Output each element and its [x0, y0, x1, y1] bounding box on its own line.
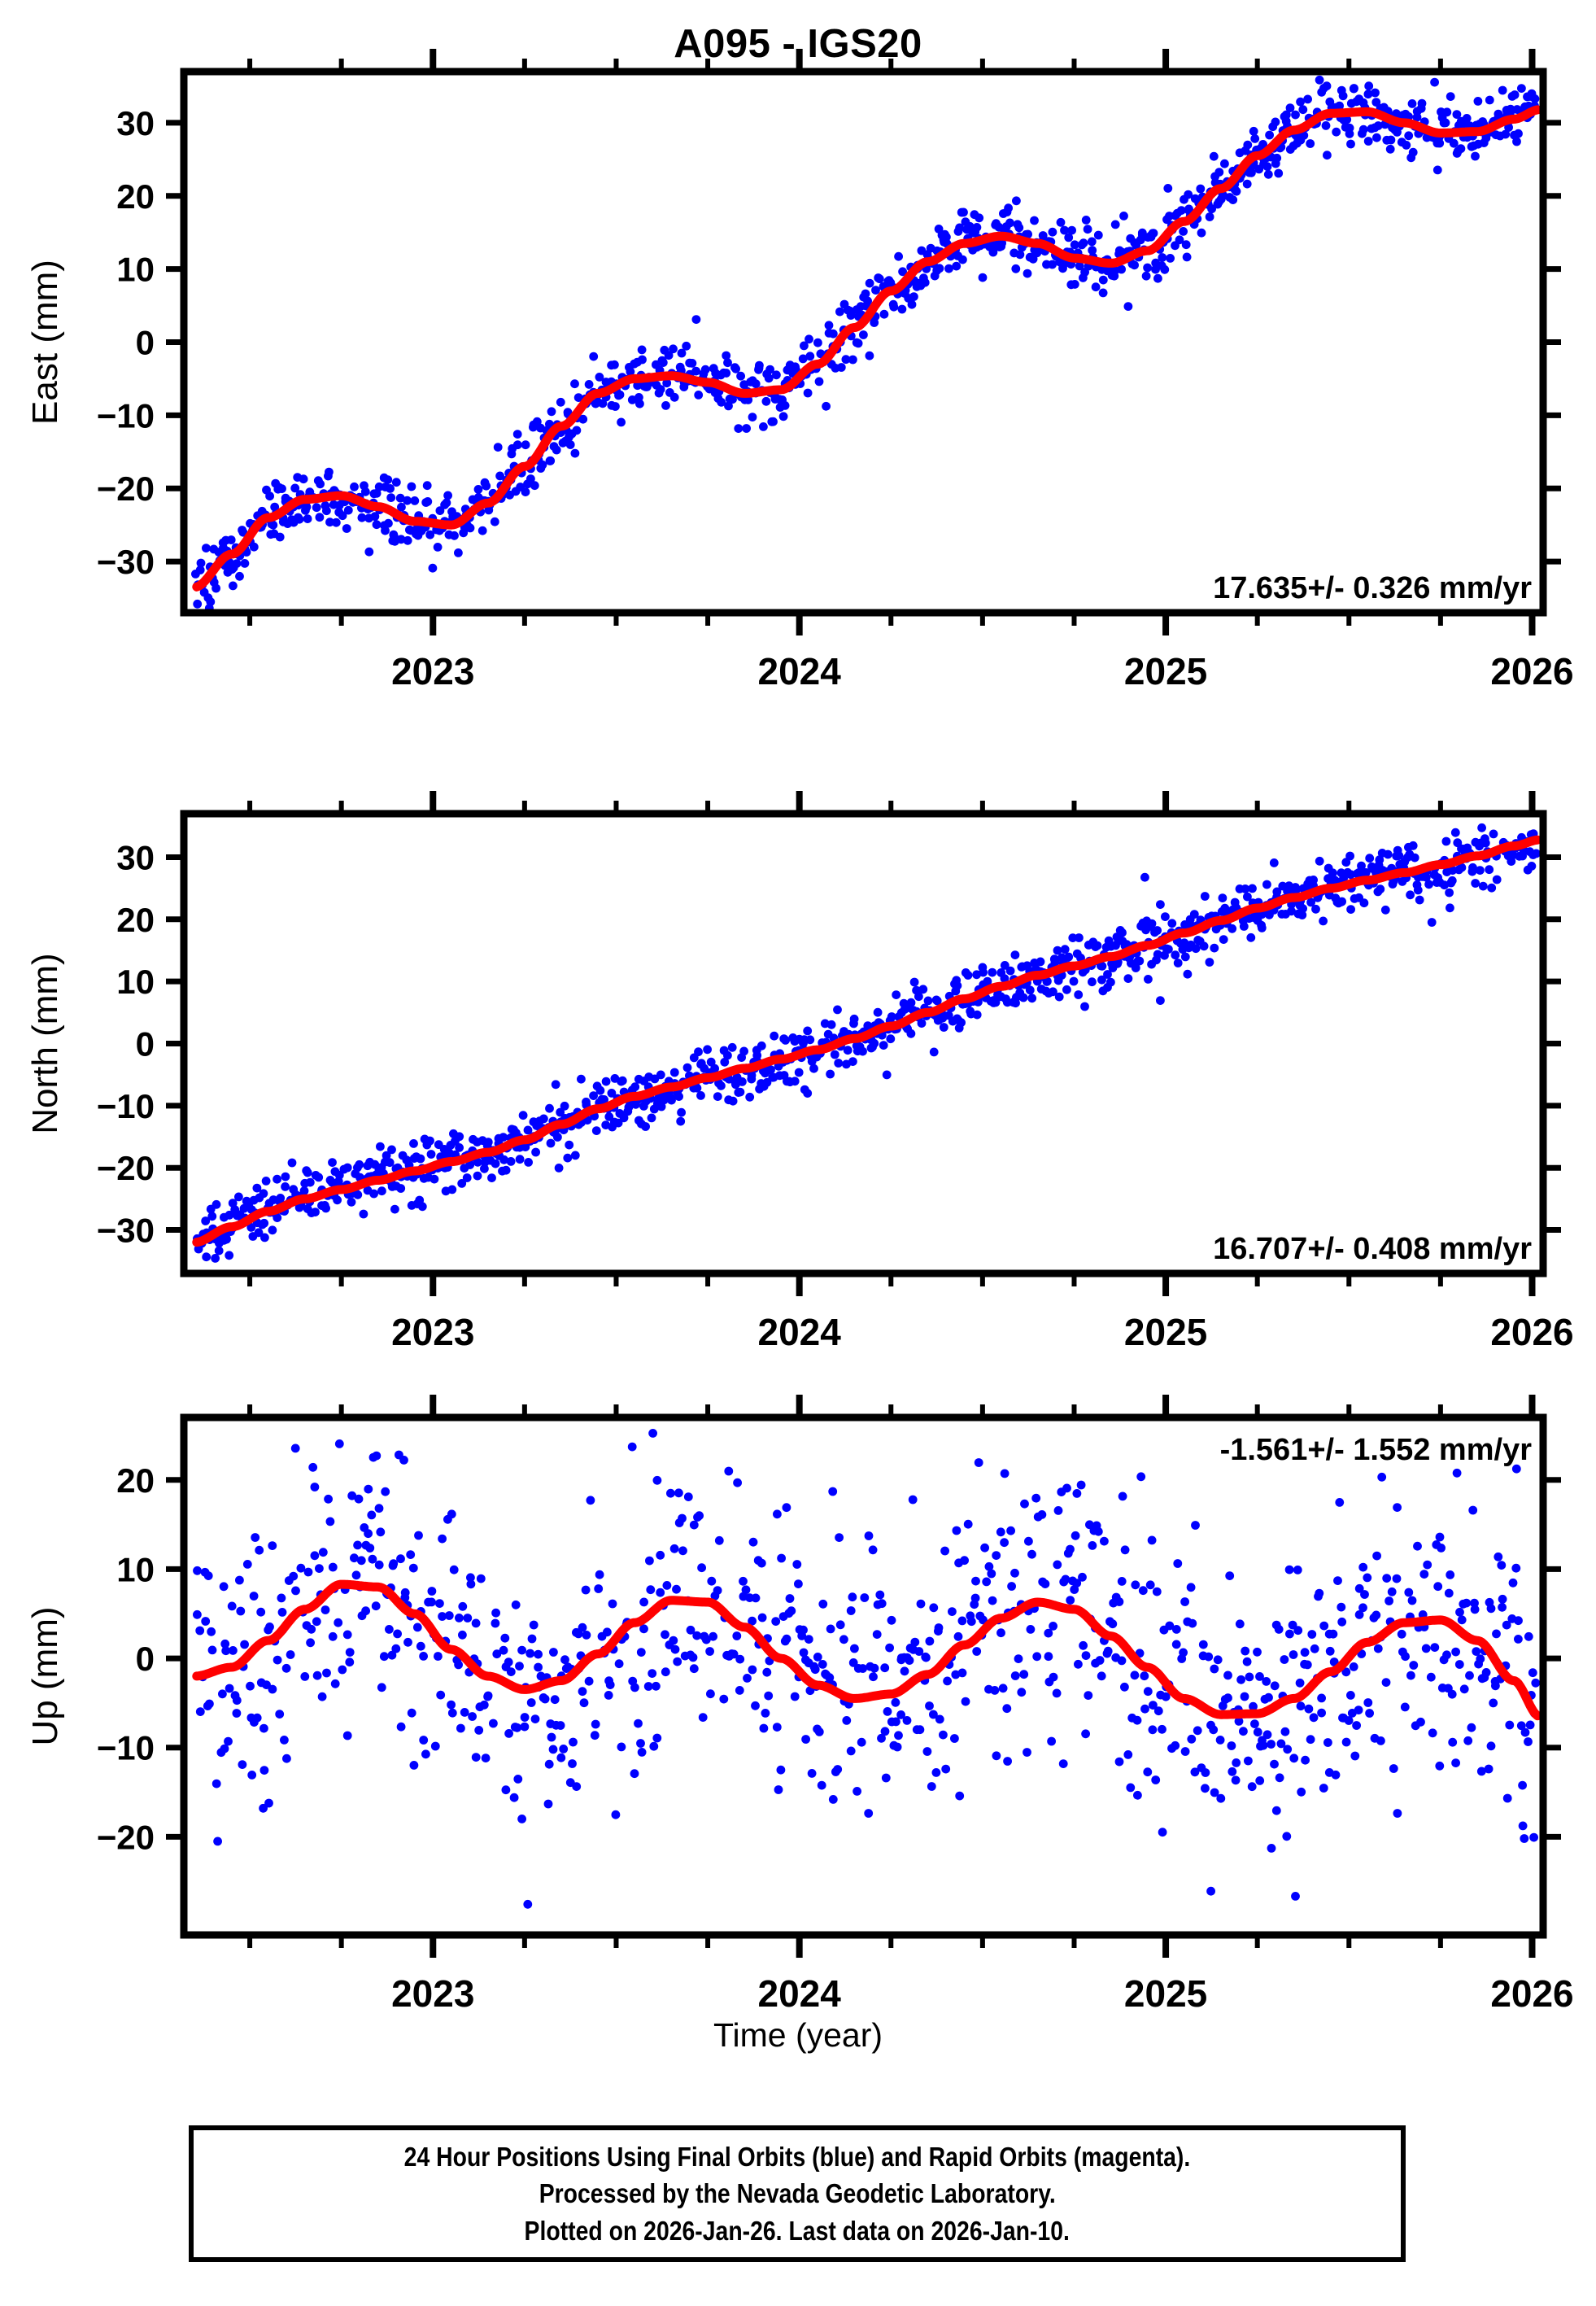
y-tick-label: 10: [116, 963, 155, 1001]
x-tick-label: 2025: [1124, 1972, 1207, 2015]
y-tick-label: 20: [116, 1461, 155, 1500]
y-tick-label: 20: [116, 901, 155, 939]
y-tick-label: −10: [97, 1729, 155, 1767]
y-tick-label: −20: [97, 1149, 155, 1187]
data-points-up: [193, 1429, 1541, 1909]
y-tick-label: 30: [116, 838, 155, 876]
panel-up: −20 −10 0 10 20 2023 2024 2025 2026 Up (mm) -1.561…: [0, 1383, 1596, 2026]
y-tick-label: −20: [97, 1818, 155, 1856]
y-tick-label: 0: [136, 1025, 155, 1063]
y-tick-label: 20: [116, 177, 155, 216]
x-tick-label: 2026: [1490, 1972, 1573, 2015]
x-tick-label: 2026: [1490, 650, 1573, 692]
rate-annotation-east: 17.635+/- 0.326 mm/yr: [1213, 571, 1532, 605]
x-tick-label: 2024: [758, 650, 842, 692]
fit-line-east: [192, 105, 1542, 592]
rate-annotation-north: 16.707+/- 0.408 mm/yr: [1213, 1232, 1532, 1266]
y-axis-label: East (mm): [25, 260, 65, 425]
caption-line-2: Processed by the Nevada Geodetic Laborat…: [539, 2178, 1056, 2209]
x-tick-label: 2025: [1124, 650, 1207, 692]
y-tick-label: −30: [97, 543, 155, 581]
y-tick-label: −30: [97, 1212, 155, 1250]
y-tick-label: 30: [116, 104, 155, 142]
y-tick-label: −10: [97, 396, 155, 435]
x-tick-label: 2023: [391, 650, 474, 692]
x-tick-label: 2024: [758, 1311, 842, 1353]
y-tick-label: −10: [97, 1087, 155, 1125]
y-tick-label: 10: [116, 251, 155, 289]
caption-line-3: Plotted on 2026-Jan-26. Last data on 202…: [524, 2215, 1071, 2246]
y-tick-label: 0: [136, 324, 155, 362]
fit-line-north: [192, 835, 1542, 1247]
x-tick-label: 2023: [391, 1311, 474, 1353]
y-tick-label: −20: [97, 469, 155, 508]
y-tick-label: 0: [136, 1640, 155, 1678]
y-axis-label: Up (mm): [25, 1606, 65, 1745]
panel-east: −30 −20 −10 0 10 20 30 2023 2024 2025 2026 East (mm…: [0, 0, 1596, 732]
panel-north: −30 −20 −10 0 10 20 30 2023 2024 2025 2026 North (m…: [0, 732, 1596, 1383]
x-tick-label: 2023: [391, 1972, 474, 2015]
x-tick-label: 2024: [758, 1972, 842, 2015]
x-axis-label: Time (year): [713, 2016, 883, 2054]
y-tick-label: 10: [116, 1550, 155, 1588]
y-axis-label: North (mm): [25, 953, 65, 1133]
caption-box: 24 Hour Positions Using Final Orbits (bl…: [189, 2125, 1406, 2262]
rate-annotation-up: -1.561+/- 1.552 mm/yr: [1220, 1433, 1533, 1467]
caption-line-1: 24 Hour Positions Using Final Orbits (bl…: [403, 2141, 1191, 2172]
fit-line-up: [192, 1579, 1542, 1721]
x-tick-label: 2025: [1124, 1311, 1207, 1353]
plot-frame-up: [180, 1413, 1547, 1939]
x-tick-label: 2026: [1490, 1311, 1573, 1353]
